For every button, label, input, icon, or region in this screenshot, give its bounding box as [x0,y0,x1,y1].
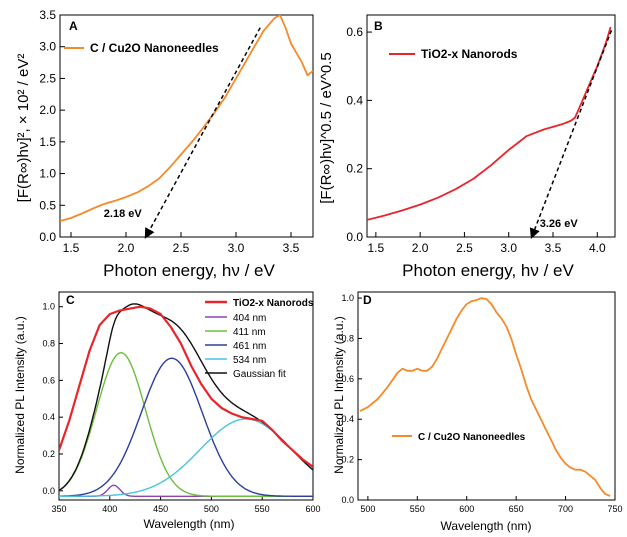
panel-c-ytick-label: 0.4 [42,412,55,422]
panel-c-plot-area: 350 400 450 500 550 600 0.0 0.2 0.4 0.6 0.8 1.0 [42,291,321,514]
panel-c-legend: TiO2-x Nanorods 404 nm 411 nm 461 nm 534… [205,298,314,380]
panel-b-xtick-label: 2.0 [412,241,429,255]
panel-c-series-0-line [59,305,313,468]
panel-c-xtick-label: 400 [102,504,117,514]
panel-c-ylabel: Normalized PL Intensity (a.u.) [13,316,27,474]
panel-b-xtick-label: 4.0 [589,241,606,255]
panel-c-legend-label-0: TiO2-x Nanorods [233,298,314,309]
panel-c-label: C [66,293,75,307]
panel-c-xtick-label: 500 [204,504,219,514]
panel-c-legend-label-1: 404 nm [233,313,266,324]
panel-b-label: B [374,19,383,33]
panel-b-legend-label: TiO2-x Nanorods [421,47,518,61]
panel-a-series-0-line [60,15,313,222]
panel-b-tangent-arrow [529,30,613,239]
panel-c-series-3-line [59,357,313,497]
panel-b-ytick-label: 0.4 [346,93,363,107]
panel-d-xtick-label: 500 [360,504,375,514]
panel-b: 1.5 2.0 2.5 3.0 3.5 4.00.00.20.40.63.26 eV B … [318,14,616,280]
panel-b-plot-area: 1.5 2.0 2.5 3.0 3.5 4.0 0.0 0.2 0.4 0.6 3.26 eV [346,14,616,255]
panel-a-ytick-label: 1.5 [39,135,56,149]
panel-a-ylabel: [F(R∞)hν]², × 10² / eV² [15,54,32,203]
panel-b-ytick-label: 0.2 [346,162,363,176]
panel-a-ytick-label: 3.0 [39,40,56,54]
panel-a-frame [59,14,314,238]
panel-c-legend-label-2: 411 nm [233,327,266,338]
panel-b-xtick-label: 3.0 [500,241,517,255]
panel-d-ytick-label: 0.0 [341,495,354,505]
panel-c-ytick-label: 0.2 [42,449,55,459]
panel-d-ytick-label: 0.8 [341,333,354,343]
panel-c-legend-label-4: 534 nm [233,355,266,366]
panel-c-legend-label-3: 461 nm [233,341,266,352]
panel-c-ytick-label: 1.0 [42,302,55,312]
panel-c-ytick-label: 0.0 [42,486,55,496]
panel-a-xtick-label: 1.5 [63,241,80,255]
panel-b-ytick-label: 0.6 [346,25,363,39]
panel-d-series-0-line [359,297,611,497]
panel-c-series-4-line [59,418,313,497]
panel-a-plot-area: 1.5 2.0 2.5 3.0 3.5 0.0 0.5 1.0 1.5 2.0 2.5 3.0 3.5 2… [39,8,314,255]
panel-d-xtick-label: 700 [558,504,573,514]
panel-b-xtick-label: 2.5 [456,241,473,255]
panel-a-xtick-label: 3.5 [283,241,300,255]
panel-c: 350 400 450 500 550 600 0.0 0.2 0.4 0.6 0.8 1.0 C W… [13,291,321,531]
panel-d-legend-label: C / Cu2O Nanoneedles [418,432,526,443]
panel-a: 1.5 2.0 2.5 3.0 3.5 0.0 0.5 1.0 1.5 2.0 2.5 3.0 3.5 2… [15,8,314,280]
panel-c-frame [58,291,314,501]
panel-d: 500 550 600 650 700 750 0.0 0.2 0.4 0.6 0.8 1.0 D W… [332,291,623,533]
panel-a-ytick-label: 0.5 [39,198,56,212]
panel-a-ytick-label: 3.5 [39,8,56,22]
panel-d-ylabel: Normalized PL Intensity (a.u.) [332,316,346,474]
panel-b-ylabel: [F(R∞)hν]^0.5 / eV^0.5 [318,52,335,204]
panel-c-xtick-label: 550 [255,504,270,514]
panel-d-ytick-label: 0.6 [341,374,354,384]
panel-c-legend-label-5: Gaussian fit [233,369,286,380]
panel-a-ytick-label: 2.0 [39,103,56,117]
panel-c-xtick-label: 450 [153,504,168,514]
panel-a-tangent-arrow [144,27,261,239]
panel-a-label: A [69,19,78,33]
panel-b-xtick-label: 1.5 [368,241,385,255]
panel-c-series-1-line [59,484,313,497]
panel-d-ytick-label: 1.0 [341,293,354,303]
panel-d-xtick-label: 650 [509,504,524,514]
panel-a-legend: C / Cu2O Nanoneedles [64,41,219,55]
panel-d-label: D [363,293,372,307]
panel-b-bandgap-label: 3.26 eV [540,218,579,230]
panel-d-legend: C / Cu2O Nanoneedles [392,432,526,443]
panel-d-xtick-label: 750 [607,504,622,514]
panel-d-xtick-label: 600 [459,504,474,514]
panel-a-xtick-label: 2.0 [118,241,135,255]
panel-a-xtick-label: 3.0 [228,241,245,255]
panel-c-xlabel: Wavelength (nm) [144,517,235,531]
panel-a-ytick-label: 2.5 [39,71,56,85]
panel-c-ytick-label: 0.8 [42,339,55,349]
panel-a-ytick-label: 1.0 [39,167,56,181]
panel-a-ytick-label: 0.0 [39,230,56,244]
panel-d-xtick-label: 550 [410,504,425,514]
panel-b-ytick-label: 0.0 [346,230,363,244]
panel-d-xlabel: Wavelength (nm) [441,519,532,533]
panel-b-series-0-line [367,26,612,221]
panel-d-frame [357,291,616,501]
panel-d-plot-area: 500 550 600 650 700 750 0.0 0.2 0.4 0.6 0.8 1.0 [341,291,623,514]
panel-a-xtick-label: 2.5 [173,241,190,255]
panel-d-ytick-label: 0.2 [341,455,354,465]
panel-b-xtick-label: 3.5 [545,241,562,255]
panel-d-ytick-label: 0.4 [341,414,354,424]
panel-b-legend: TiO2-x Nanorods [389,47,518,61]
panel-c-ytick-label: 0.6 [42,375,55,385]
panel-c-xtick-label: 350 [51,504,66,514]
panel-a-bandgap-label: 2.18 eV [104,208,143,220]
panel-a-xlabel: Photon energy, hν / eV [103,261,275,280]
panel-b-xlabel: Photon energy, hν / eV [402,261,574,280]
panel-a-legend-label: C / Cu2O Nanoneedles [90,41,219,55]
panel-b-frame [366,14,616,238]
panel-c-xtick-label: 600 [305,504,320,514]
